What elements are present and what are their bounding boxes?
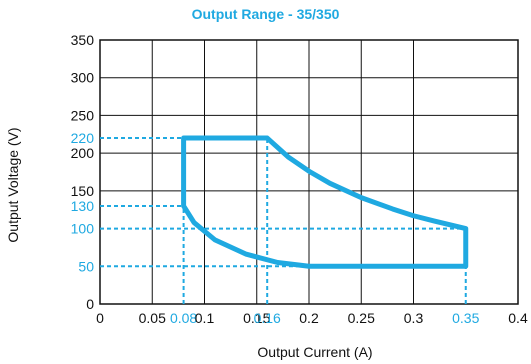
series-path-0 [181,135,469,269]
x-axis-label: Output Current (A) [257,344,373,360]
x-tick-label-8: 0.3 [404,310,424,326]
y-tick-label-6: 220 [71,130,95,146]
x-tick-label-9: 0.35 [452,310,479,326]
plot-border [99,39,519,305]
y-tick-label-2: 100 [71,221,95,237]
y-tick-label-8: 300 [71,70,95,86]
x-tick-label-10: 0.4 [508,310,528,326]
y-tick-label-3: 130 [71,198,95,214]
x-tick-label-4: 0.15 [243,310,270,326]
y-tick-label-9: 350 [71,32,95,48]
x-tick-label-7: 0.25 [348,310,375,326]
y-tick-label-5: 200 [71,145,95,161]
chart-title: Output Range - 35/350 [191,6,340,22]
y-axis-label: Output Voltage (V) [5,127,21,243]
x-tick-label-2: 0.08 [170,310,197,326]
y-tick-label-1: 50 [78,258,94,274]
y-tick-label-7: 250 [71,107,95,123]
x-tick-label-6: 0.2 [299,310,319,326]
x-tick-label-5: 0.16 [254,310,281,326]
x-tick-label-1: 0.05 [139,310,166,326]
y-tick-label-0: 0 [86,296,94,312]
x-tick-label-0: 0 [96,310,104,326]
y-tick-label-4: 150 [71,183,95,199]
x-tick-label-3: 0.1 [195,310,215,326]
